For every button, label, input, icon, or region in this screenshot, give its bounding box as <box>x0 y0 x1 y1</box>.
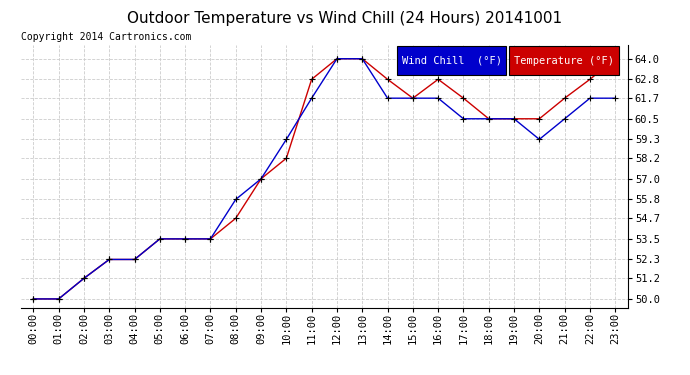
Text: Wind Chill  (°F): Wind Chill (°F) <box>402 56 502 66</box>
Text: Copyright 2014 Cartronics.com: Copyright 2014 Cartronics.com <box>21 32 192 42</box>
FancyBboxPatch shape <box>509 46 619 75</box>
FancyBboxPatch shape <box>397 46 506 75</box>
Text: Outdoor Temperature vs Wind Chill (24 Hours) 20141001: Outdoor Temperature vs Wind Chill (24 Ho… <box>128 11 562 26</box>
Text: Temperature (°F): Temperature (°F) <box>514 56 614 66</box>
